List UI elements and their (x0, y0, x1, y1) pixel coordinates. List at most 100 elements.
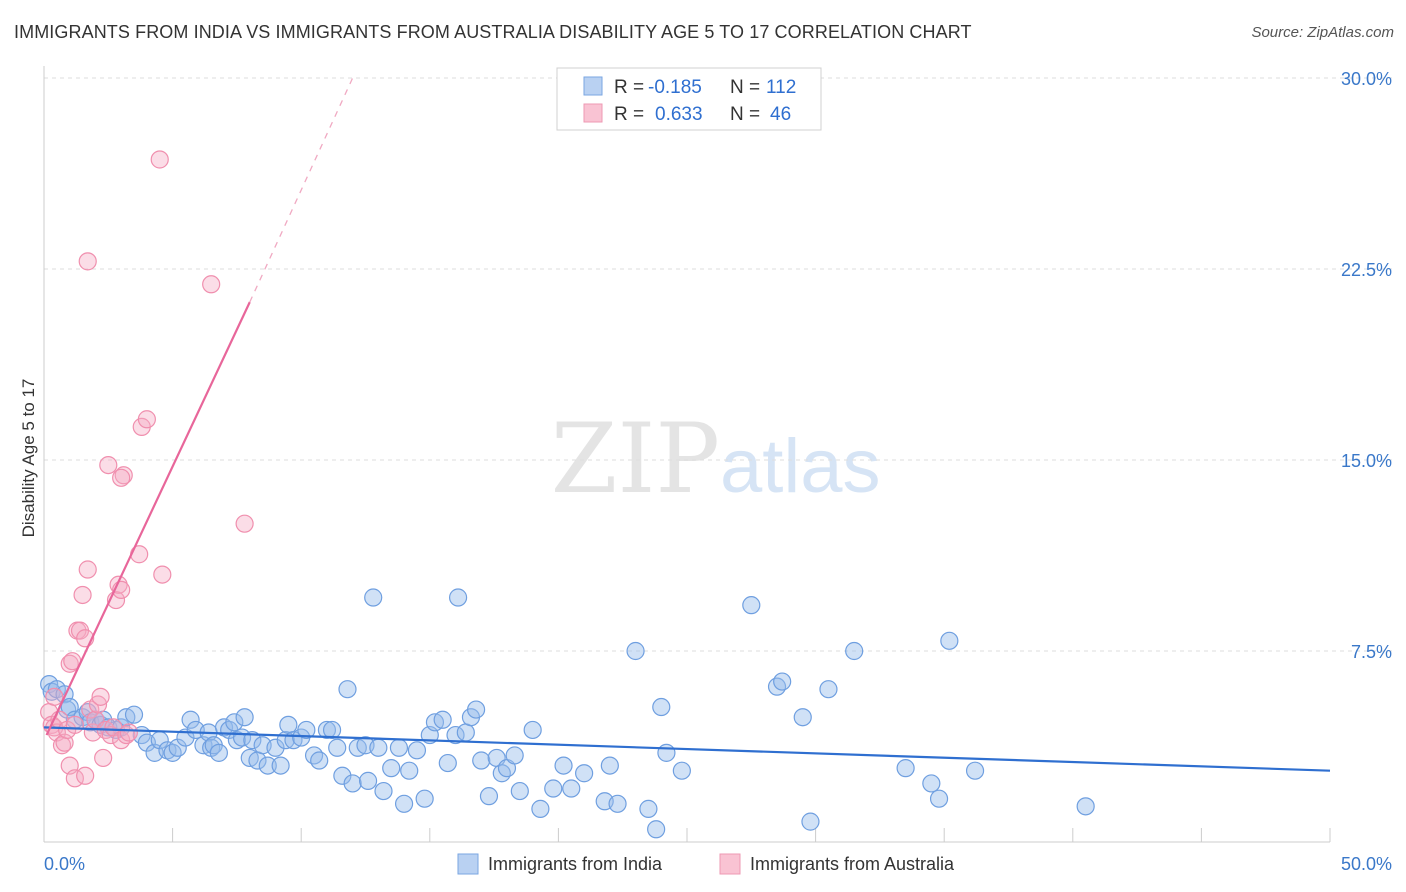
india-point-26 (181, 710, 200, 729)
india-point-104 (773, 672, 792, 691)
x-tick-label-min: 0.0% (44, 854, 85, 874)
india-point-67 (394, 794, 414, 813)
series-india-points (40, 588, 1095, 839)
australia-point-11 (65, 715, 84, 734)
india-point-105 (793, 708, 812, 727)
australia-point-42 (153, 565, 172, 584)
india-point-66 (389, 738, 409, 757)
stats-r-value-india: -0.185 (648, 77, 702, 98)
legend-label-india: Immigrants from India (488, 854, 663, 874)
india-point-111 (929, 789, 949, 808)
india-trend-line (43, 726, 1331, 772)
legend-label-australia: Immigrants from Australia (750, 854, 955, 874)
india-point-23 (163, 743, 182, 762)
india-point-17 (124, 705, 144, 724)
y-tick-label-3: 30.0% (1341, 69, 1392, 89)
india-point-44 (266, 738, 285, 757)
trend-lines (43, 77, 1331, 772)
india-point-83 (492, 764, 511, 783)
india-point-90 (554, 756, 573, 775)
australia-point-45 (45, 687, 64, 706)
india-point-51 (304, 746, 324, 765)
india-point-110 (922, 774, 941, 793)
australia-point-24 (91, 687, 110, 706)
india-point-47 (279, 715, 298, 734)
india-point-77 (456, 723, 475, 742)
india-point-32 (209, 743, 228, 762)
india-point-70 (415, 789, 434, 808)
stats-r-label-india: R = (614, 77, 644, 98)
chart-source: Source: ZipAtlas.com (1251, 24, 1394, 41)
india-point-106 (801, 812, 820, 831)
stats-n-value-india: 112 (766, 77, 796, 98)
india-point-53 (317, 720, 337, 740)
stats-r-label-australia: R = (614, 104, 644, 125)
india-point-76 (448, 588, 468, 607)
australia-point-15 (73, 585, 92, 605)
watermark: ZIP atlas (551, 403, 881, 515)
y-tick-label-2: 22.5% (1341, 260, 1392, 280)
india-point-113 (965, 761, 985, 780)
india-point-74 (438, 753, 457, 773)
india-point-85 (505, 746, 524, 765)
india-point-64 (374, 781, 393, 801)
australia-point-44 (235, 514, 254, 533)
india-point-87 (523, 720, 542, 740)
india-point-91 (562, 779, 581, 798)
india-point-35 (225, 713, 244, 732)
australia-point-19 (78, 252, 97, 271)
india-point-33 (214, 718, 234, 737)
stats-swatch-australia (583, 103, 603, 123)
india-point-80 (472, 751, 491, 770)
india-point-107 (819, 680, 838, 699)
india-point-100 (657, 743, 676, 762)
grid-lines (44, 77, 1392, 652)
australia-point-18 (78, 560, 97, 579)
bottom-legend: Immigrants from India Immigrants from Au… (457, 853, 955, 875)
watermark-zip: ZIP (551, 403, 720, 515)
india-point-114 (1076, 797, 1095, 816)
australia-trend-extension (249, 77, 354, 303)
india-point-102 (742, 596, 761, 615)
india-point-24 (168, 738, 187, 757)
stats-r-value-australia: 0.633 (655, 104, 703, 125)
india-point-65 (382, 759, 401, 778)
x-tick-label-max: 50.0% (1341, 854, 1392, 874)
india-point-89 (544, 779, 563, 798)
stats-swatch-india (583, 76, 603, 96)
legend-swatch-india (457, 853, 479, 875)
india-point-99 (652, 697, 671, 717)
australia-point-8 (60, 654, 79, 673)
india-point-98 (647, 820, 666, 839)
stats-legend: R = -0.185 N = 112 R = 0.633 N = 46 (556, 67, 822, 131)
india-point-63 (369, 738, 388, 757)
india-point-45 (271, 756, 290, 775)
stats-n-value-australia: 46 (770, 104, 791, 125)
india-point-96 (626, 641, 645, 661)
australia-point-40 (137, 410, 156, 429)
india-point-55 (328, 738, 347, 757)
australia-point-37 (119, 723, 138, 742)
india-point-97 (639, 799, 658, 818)
india-point-101 (672, 761, 691, 780)
india-point-69 (407, 741, 427, 760)
india-point-68 (400, 761, 419, 780)
india-point-109 (896, 759, 915, 778)
y-axis-label: Disability Age 5 to 17 (19, 379, 38, 538)
australia-point-43 (202, 275, 221, 294)
india-point-92 (575, 764, 594, 783)
y-tick-label-0: 7.5% (1351, 642, 1392, 662)
india-point-94 (600, 756, 619, 775)
india-point-61 (358, 771, 378, 790)
india-point-54 (322, 720, 342, 740)
australia-point-27 (99, 455, 118, 475)
australia-trend-line (45, 301, 251, 736)
india-point-58 (343, 774, 362, 793)
australia-point-41 (150, 150, 169, 169)
india-point-86 (510, 781, 529, 801)
india-point-52 (310, 751, 329, 770)
stats-n-label-australia: N = (730, 104, 760, 125)
australia-point-25 (94, 748, 113, 768)
india-point-81 (479, 787, 499, 806)
australia-point-35 (112, 468, 131, 487)
